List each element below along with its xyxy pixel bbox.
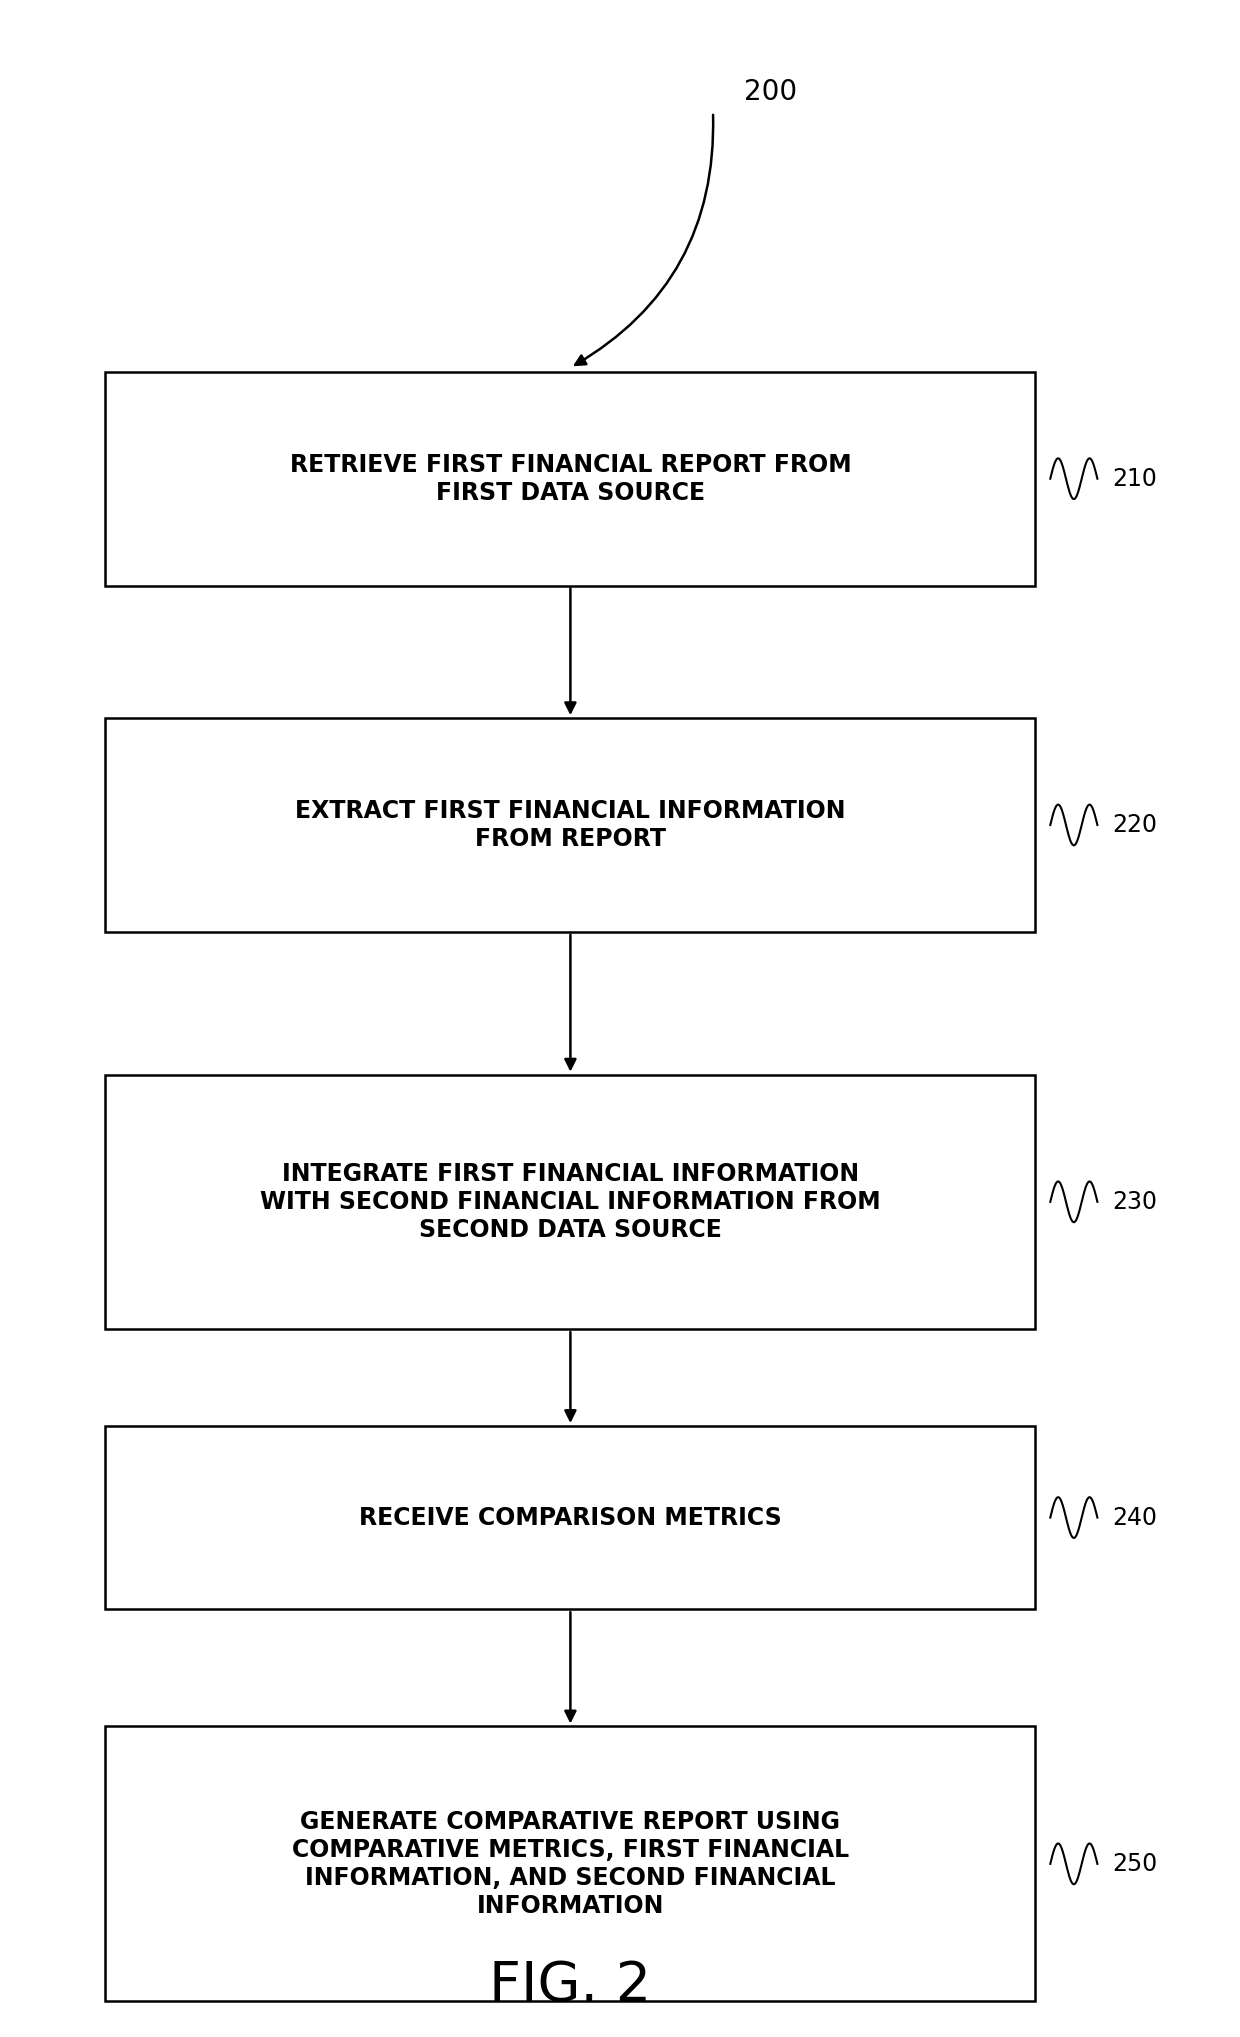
Text: RETRIEVE FIRST FINANCIAL REPORT FROM
FIRST DATA SOURCE: RETRIEVE FIRST FINANCIAL REPORT FROM FIR… (290, 452, 851, 505)
Text: GENERATE COMPARATIVE REPORT USING
COMPARATIVE METRICS, FIRST FINANCIAL
INFORMATI: GENERATE COMPARATIVE REPORT USING COMPAR… (291, 1811, 849, 1917)
Text: FIG. 2: FIG. 2 (490, 1958, 651, 2013)
Text: 240: 240 (1112, 1505, 1157, 1530)
Text: 220: 220 (1112, 813, 1157, 837)
Text: 230: 230 (1112, 1190, 1157, 1214)
Text: 200: 200 (744, 77, 797, 106)
FancyBboxPatch shape (105, 719, 1035, 933)
FancyBboxPatch shape (105, 1725, 1035, 2000)
FancyArrowPatch shape (575, 114, 713, 365)
Text: INTEGRATE FIRST FINANCIAL INFORMATION
WITH SECOND FINANCIAL INFORMATION FROM
SEC: INTEGRATE FIRST FINANCIAL INFORMATION WI… (260, 1161, 880, 1243)
Text: RECEIVE COMPARISON METRICS: RECEIVE COMPARISON METRICS (360, 1505, 781, 1530)
FancyBboxPatch shape (105, 1076, 1035, 1330)
Text: 210: 210 (1112, 466, 1157, 491)
Text: EXTRACT FIRST FINANCIAL INFORMATION
FROM REPORT: EXTRACT FIRST FINANCIAL INFORMATION FROM… (295, 799, 846, 851)
Text: 250: 250 (1112, 1852, 1157, 1876)
FancyBboxPatch shape (105, 1426, 1035, 1609)
FancyBboxPatch shape (105, 371, 1035, 587)
